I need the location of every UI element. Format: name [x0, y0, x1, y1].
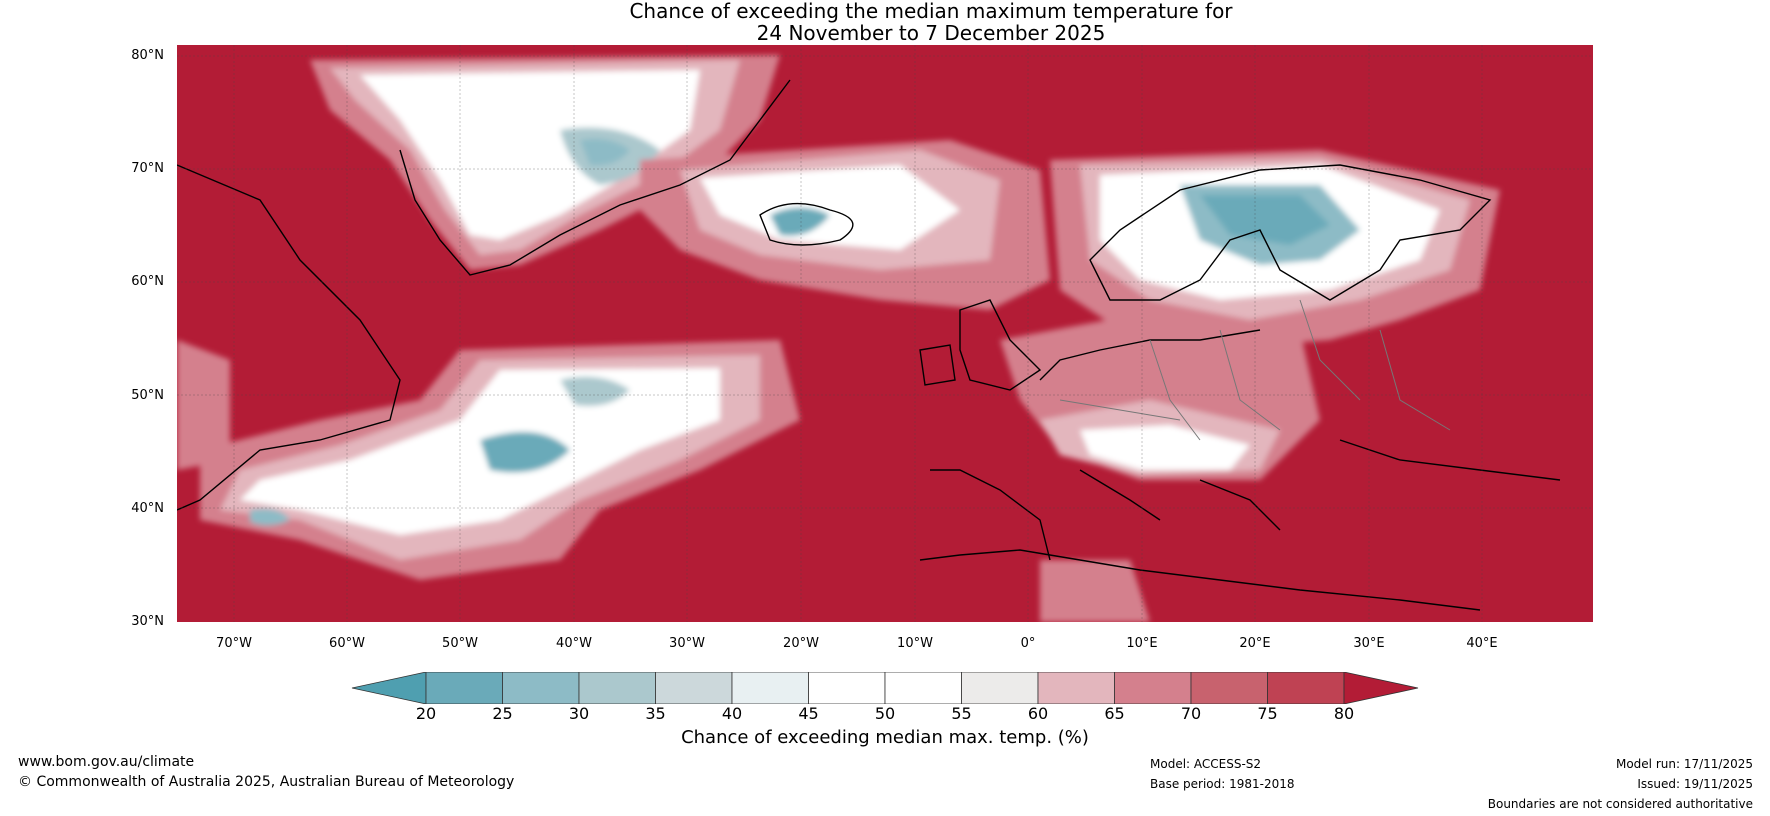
colorbar-tick-label: 75	[1257, 704, 1278, 723]
footer-url: www.bom.gov.au/climate	[18, 754, 195, 770]
lat-label-80n: 80°N	[131, 48, 164, 63]
greenland-region-blue2	[580, 138, 630, 166]
colorbar-tick-label: 35	[645, 704, 666, 723]
west-edge-pink	[177, 340, 230, 470]
footer-issued: Issued: 19/11/2025	[1637, 777, 1753, 791]
colorbar-tick-label: 60	[1027, 704, 1049, 723]
colorbar-tick-label: 20	[415, 704, 437, 723]
lat-label-70n: 70°N	[131, 161, 164, 176]
north-africa-coast	[919, 549, 1481, 611]
colorbar-tick-label: 30	[568, 704, 590, 723]
country-borders	[1059, 299, 1451, 441]
lat-label-60n: 60°N	[131, 274, 164, 289]
colorbar-tick-label: 25	[492, 704, 513, 723]
europe-coast	[930, 329, 1561, 561]
colorbar-segment	[731, 672, 809, 704]
footer-disclaimer: Boundaries are not considered authoritat…	[1487, 797, 1753, 811]
lon-label-10e: 10°E	[1126, 636, 1158, 651]
iceland-region-blue	[770, 207, 830, 236]
colorbar-label: Chance of exceeding median max. temp. (%…	[681, 727, 1089, 748]
colorbar-tick-label: 50	[874, 704, 896, 723]
footer-model-run: Model run: 17/11/2025	[1615, 757, 1753, 771]
lon-label-0: 0°	[1020, 636, 1036, 651]
alps-region-white	[1080, 425, 1250, 470]
colorbar-segment	[961, 672, 1039, 704]
lon-label-50w: 50°W	[442, 636, 478, 651]
colorbar-segment	[1114, 672, 1192, 704]
graticule	[177, 45, 1593, 622]
scandinavia-region-blue2	[1200, 195, 1330, 245]
colorbar-segments	[351, 672, 1419, 704]
iceland-coast	[759, 202, 854, 246]
forecast-map	[177, 45, 1593, 622]
colorbar-segment	[884, 672, 962, 704]
colorbar-tick-label: 45	[798, 704, 819, 723]
footer-copyright: © Commonwealth of Australia 2025, Austra…	[18, 774, 515, 790]
north-africa-pink	[1040, 560, 1150, 622]
colorbar-segment	[808, 672, 886, 704]
colorbar-upper-extend	[1343, 672, 1419, 704]
lon-label-20e: 20°E	[1239, 636, 1271, 651]
colorbar-segment	[502, 672, 580, 704]
colorbar-segment	[655, 672, 733, 704]
map-area	[177, 45, 1593, 622]
colorbar-tick-label: 65	[1104, 704, 1125, 723]
atlantic-region-white	[240, 368, 720, 535]
british-isles-coast	[919, 299, 1042, 391]
footer-base-period: Base period: 1981-2018	[1150, 777, 1295, 791]
map-title-line2: 24 November to 7 December 2025	[756, 21, 1106, 45]
atlantic-region-blue2	[560, 376, 630, 406]
lat-label-30n: 30°N	[131, 614, 164, 629]
colorbar-tick-label: 40	[721, 704, 743, 723]
footer-model: Model: ACCESS-S2	[1150, 757, 1262, 771]
colorbar-segment	[425, 672, 503, 704]
lon-label-60w: 60°W	[329, 636, 365, 651]
lon-label-40w: 40°W	[556, 636, 592, 651]
colorbar-tick-label: 55	[951, 704, 972, 723]
lon-label-70w: 70°W	[216, 636, 252, 651]
greenland-region-core	[360, 70, 700, 240]
colorbar-segment	[1267, 672, 1345, 704]
colorbar-segment	[1037, 672, 1115, 704]
atlantic-region-blue3	[250, 508, 290, 526]
lon-label-30w: 30°W	[669, 636, 705, 651]
lat-label-50n: 50°N	[131, 388, 164, 403]
lon-label-20w: 20°W	[783, 636, 819, 651]
lon-label-30e: 30°E	[1353, 636, 1385, 651]
colorbar-tick-label: 70	[1180, 704, 1202, 723]
greenland-coast	[399, 79, 791, 276]
lon-label-10w: 10°W	[897, 636, 933, 651]
colorbar-segment	[578, 672, 656, 704]
colorbar	[351, 672, 1419, 704]
colorbar-lower-extend	[351, 672, 427, 704]
lat-label-40n: 40°N	[131, 501, 164, 516]
scandinavia-coast	[1089, 164, 1492, 301]
colorbar-segment	[1190, 672, 1268, 704]
coastlines	[177, 79, 1561, 611]
colorbar-tick-label: 80	[1333, 704, 1355, 723]
atlantic-region-blue	[480, 432, 570, 473]
labrador-coast	[177, 164, 401, 511]
lon-label-40e: 40°E	[1466, 636, 1498, 651]
map-title-line1: Chance of exceeding the median maximum t…	[629, 0, 1233, 23]
